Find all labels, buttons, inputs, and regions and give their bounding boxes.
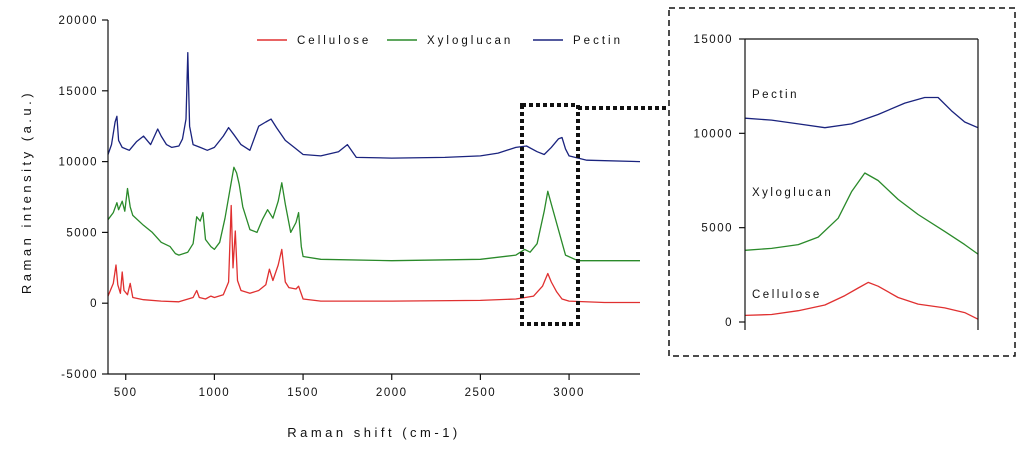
inset-label-xyloglucan: Xyloglucan: [752, 187, 833, 199]
x-axis-title: Raman shift (cm-1): [287, 425, 461, 440]
legend-label-xyloglucan: Xyloglucan: [427, 35, 513, 47]
inset-plot: 0 5000 10000 15000 Pectin Xyloglucan Cellul…: [694, 34, 979, 330]
main-x-ticks: 500 1000 1500 2000 2500 3000: [114, 374, 585, 399]
inset-y-tick-label: 15000: [694, 34, 733, 46]
inset-series-line-cellulose: [744, 281, 979, 320]
series-line-xyloglucan: [107, 166, 640, 262]
legend-label-cellulose: Cellulose: [297, 35, 371, 47]
y-tick-label: -5000: [61, 369, 98, 381]
y-tick-label: 15000: [59, 86, 98, 98]
x-tick-label: 2000: [376, 387, 408, 399]
main-plot: -5000 0 5000 10000 15000 20000 500 1000 1500 200…: [19, 15, 641, 440]
inset-series-group: [744, 96, 979, 320]
inset-series-line-xyloglucan: [744, 172, 979, 255]
legend: Cellulose Xyloglucan Pectin: [257, 35, 623, 47]
y-tick-label: 20000: [59, 15, 98, 27]
zoom-region-box: [520, 103, 580, 326]
inset-series-line-pectin: [744, 96, 979, 129]
series-line-cellulose: [107, 204, 640, 304]
y-tick-label: 10000: [59, 157, 98, 169]
y-axis-title: Raman intensity (a.u.): [19, 90, 34, 294]
inset-label-cellulose: Cellulose: [752, 289, 822, 301]
legend-label-pectin: Pectin: [573, 35, 623, 47]
inset-border: [668, 7, 1016, 357]
series-line-pectin: [107, 51, 641, 163]
inset-y-tick-label: 10000: [694, 128, 733, 140]
inset-y-tick-label: 0: [725, 317, 733, 329]
y-tick-label: 5000: [66, 227, 98, 239]
x-tick-label: 1000: [199, 387, 231, 399]
x-tick-label: 1500: [287, 387, 319, 399]
main-y-ticks: -5000 0 5000 10000 15000 20000: [59, 15, 108, 381]
x-tick-label: 2500: [465, 387, 497, 399]
x-tick-label: 3000: [553, 387, 585, 399]
main-series-group: [107, 51, 641, 304]
inset-y-tick-label: 5000: [701, 223, 733, 235]
inset-label-pectin: Pectin: [752, 89, 799, 101]
inset-y-ticks: 0 5000 10000 15000: [694, 34, 745, 329]
x-tick-label: 500: [114, 387, 138, 399]
y-tick-label: 0: [90, 298, 98, 310]
